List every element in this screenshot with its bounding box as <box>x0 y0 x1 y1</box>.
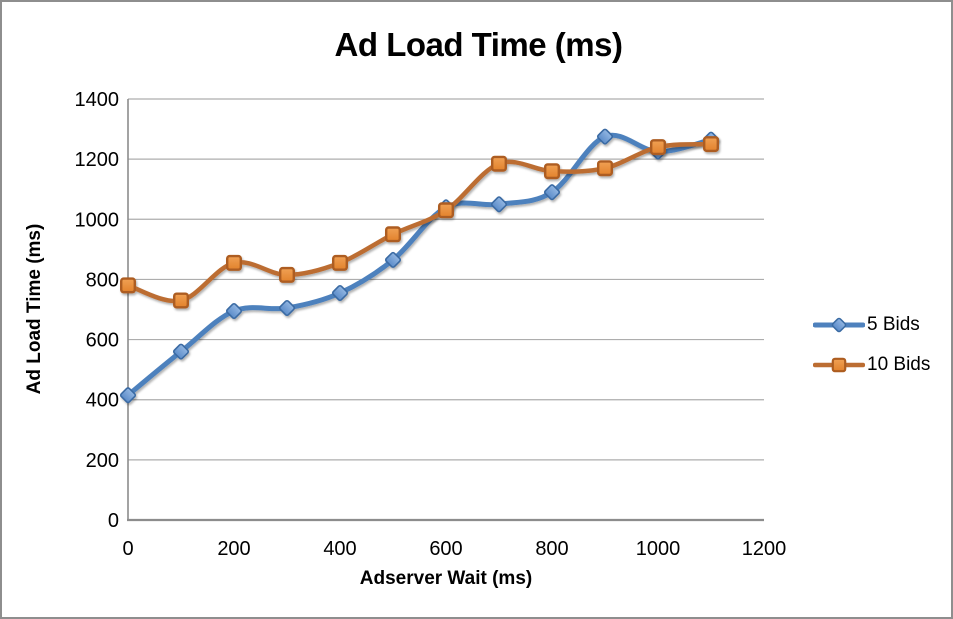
data-point-marker <box>225 254 243 271</box>
series-5-bids-marker-icon <box>813 317 865 333</box>
x-tick-label: 1000 <box>636 538 681 560</box>
y-tick-label: 200 <box>86 450 119 472</box>
data-point-marker <box>119 277 137 294</box>
y-tick-label: 800 <box>86 269 119 291</box>
data-point-marker <box>331 284 349 302</box>
legend-label-10-bids: 10 Bids <box>867 354 931 375</box>
data-point-marker <box>278 266 296 283</box>
data-point-marker <box>702 136 720 153</box>
x-axis-title: Adserver Wait (ms) <box>359 568 533 589</box>
y-tick-label: 1200 <box>75 149 120 171</box>
x-tick-label: 200 <box>217 538 250 560</box>
data-point-marker <box>490 196 508 213</box>
data-point-marker <box>543 184 561 201</box>
data-point-marker <box>543 163 561 180</box>
y-tick-label: 0 <box>108 510 119 532</box>
x-tick-label: 400 <box>323 538 356 560</box>
data-point-marker <box>596 128 614 145</box>
y-tick-label: 400 <box>86 390 119 412</box>
data-point-marker <box>172 343 190 360</box>
data-point-marker <box>119 387 137 404</box>
y-tick-label: 1000 <box>75 209 120 231</box>
legend-item-5-bids: 5 Bids <box>813 314 920 336</box>
series-10-bids <box>119 136 720 309</box>
data-point-marker <box>384 251 402 268</box>
data-point-marker <box>384 226 402 243</box>
data-point-marker <box>225 302 243 320</box>
y-tick-label: 1400 <box>75 89 120 111</box>
data-point-marker <box>331 254 349 271</box>
data-point-marker <box>649 139 667 156</box>
data-point-marker <box>278 299 296 317</box>
chart-title: Ad Load Time (ms) <box>334 26 623 63</box>
y-tick-label: 600 <box>86 330 119 352</box>
data-point-marker <box>172 292 190 309</box>
legend-item-10-bids: 10 Bids <box>813 354 930 376</box>
y-axis-title: Ad Load Time (ms) <box>24 223 45 395</box>
x-tick-label: 600 <box>429 538 462 560</box>
legend-label-5-bids: 5 Bids <box>867 314 920 335</box>
data-point-marker <box>437 202 455 219</box>
data-point-marker <box>596 160 614 177</box>
series-10-bids-marker-icon <box>813 357 865 373</box>
series-5-bids <box>119 128 720 404</box>
x-tick-label: 1200 <box>742 538 787 560</box>
x-tick-label: 0 <box>122 538 133 560</box>
x-tick-label: 800 <box>535 538 568 560</box>
data-point-marker <box>490 155 508 172</box>
